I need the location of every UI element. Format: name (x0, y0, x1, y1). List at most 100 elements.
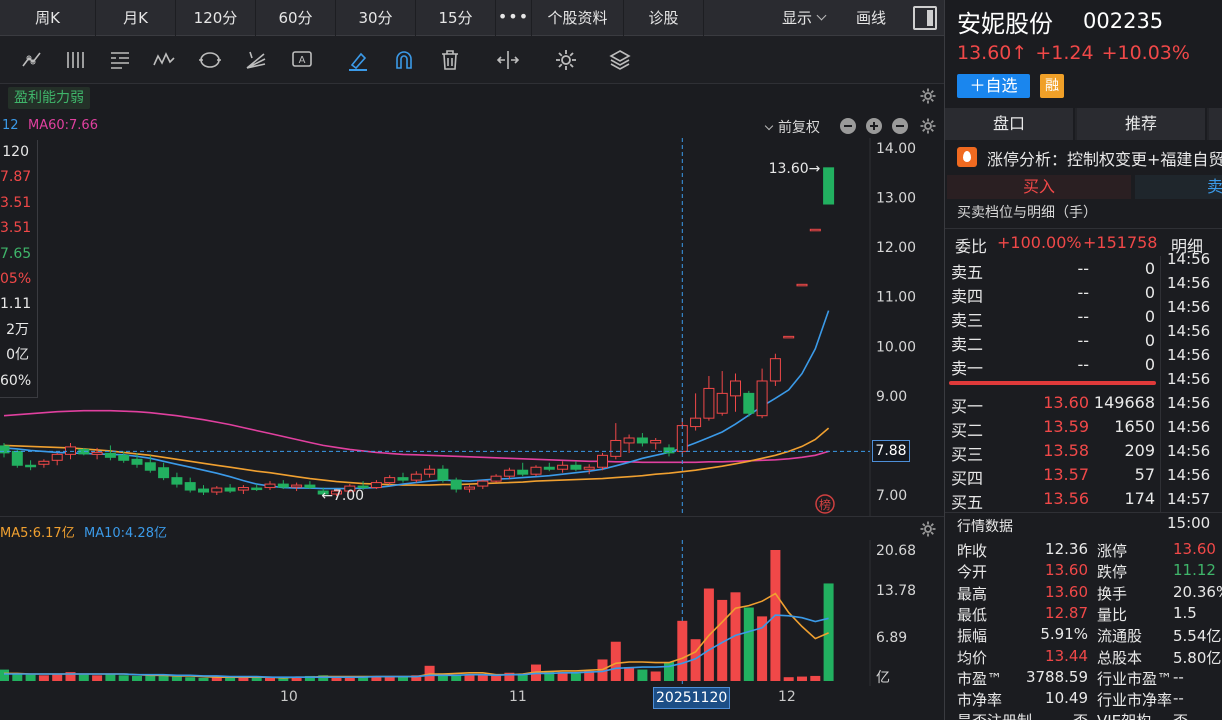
bid-row[interactable]: 买一 13.60 149668 (945, 391, 1160, 416)
period-tab-4[interactable]: 30分 (336, 0, 416, 36)
wave-line-icon[interactable] (152, 48, 176, 72)
highlighter-icon[interactable] (346, 48, 370, 72)
main-chart-settings-icon[interactable] (919, 117, 937, 135)
panel-toggle-icon[interactable] (913, 6, 937, 30)
tick-time: 14:56 (1167, 466, 1211, 484)
tab-recommend[interactable]: 推荐 (1077, 108, 1207, 140)
layers-icon[interactable] (608, 48, 632, 72)
volume-bar (610, 641, 621, 681)
candle-body (703, 387, 715, 419)
fit-width-icon[interactable] (496, 48, 520, 72)
volume-legend-row: MA5:6.17亿 MA10:4.28亿 (0, 516, 944, 541)
ask-price: -- (1077, 355, 1089, 374)
tick-time: 14:56 (1167, 274, 1211, 292)
candlestick-chart[interactable]: 14.00 13.00 12.00 11.00 10.00 9.00 7.00 13.60→ ←… (0, 138, 944, 516)
limit-up-analysis[interactable]: 涨停分析：控制权变更+福建自贸区 (945, 142, 1222, 172)
period-tab-1[interactable]: 月K (96, 0, 176, 36)
period-tab-5[interactable]: 15分 (416, 0, 496, 36)
ask-row[interactable]: 卖五 -- 0 (945, 257, 1160, 282)
zoom-in-icon[interactable] (866, 118, 882, 134)
text-note-icon[interactable] (108, 48, 132, 72)
display-menu[interactable]: 显示 (782, 0, 827, 36)
adjust-mode-select[interactable]: 前复权 (764, 117, 820, 137)
collapse-icon[interactable] (892, 118, 908, 134)
tab-orderbook[interactable]: 盘口 (945, 108, 1075, 140)
bid-row[interactable]: 买四 13.57 57 (945, 463, 1160, 488)
ask-row[interactable]: 卖三 -- 0 (945, 305, 1160, 330)
market-value: 11.12 (1173, 561, 1216, 580)
bid-price: 13.59 (1043, 417, 1089, 436)
tick-time: 14:56 (1167, 442, 1211, 460)
bid-row[interactable]: 买五 13.56 174 (945, 487, 1160, 512)
ask-vol: 0 (1144, 283, 1155, 302)
candle-body (437, 468, 449, 481)
svg-text:A: A (299, 55, 306, 66)
info-value: 3.51 (0, 194, 32, 211)
market-label: 总股本 (1097, 648, 1143, 667)
stock-code: 002235 (1083, 9, 1164, 33)
candle-body (118, 454, 130, 461)
display-label: 显示 (782, 9, 813, 27)
ask-label: 卖一 (951, 359, 984, 378)
bid-row[interactable]: 买三 13.58 209 (945, 439, 1160, 464)
cycle-icon[interactable] (198, 48, 222, 72)
volume-background (0, 540, 944, 686)
fibonacci-fan-icon[interactable] (244, 48, 268, 72)
candle-body (756, 380, 768, 417)
trash-icon[interactable] (438, 48, 462, 72)
bid-row[interactable]: 买二 13.59 1650 (945, 415, 1160, 440)
market-label: 量比 (1097, 605, 1128, 624)
candle-body (51, 453, 63, 461)
parallel-lines-icon[interactable] (64, 48, 88, 72)
period-tab-2[interactable]: 120分 (176, 0, 256, 36)
chart-settings-icon[interactable] (919, 87, 937, 105)
tab-more[interactable] (1209, 108, 1222, 140)
margin-trading-badge: 融 (1040, 74, 1064, 98)
period-tab-0[interactable]: 周K (0, 0, 96, 36)
limit-up-analysis-text: 涨停分析：控制权变更+福建自贸区 (987, 150, 1222, 169)
volume-bar (664, 661, 674, 681)
candle-body (291, 484, 303, 488)
volume-bar (437, 673, 448, 681)
ask-row[interactable]: 卖一 -- 0 (945, 353, 1160, 378)
market-value: 12.87 (1045, 603, 1088, 622)
volume-settings-icon[interactable] (919, 520, 937, 538)
candle-body (663, 447, 675, 454)
stock-name: 安妮股份 (957, 10, 1053, 38)
candle-body (224, 487, 236, 492)
volume-bar (331, 676, 342, 681)
market-value: 5.80亿 (1173, 648, 1222, 667)
volume-chart[interactable]: 20.68 13.78 6.89 亿 (0, 540, 944, 686)
period-tab-3[interactable]: 60分 (256, 0, 336, 36)
volume-bar (584, 670, 595, 681)
zoom-out-icon[interactable] (840, 118, 856, 134)
annotation-text-icon[interactable]: A (290, 48, 314, 72)
period-tab-6[interactable]: 个股资料 (532, 0, 624, 36)
candle-body (171, 477, 183, 485)
trend-line-icon[interactable] (20, 48, 44, 72)
market-data-title: 行情数据 (957, 519, 1013, 535)
status-badge: 盈利能力弱 (8, 87, 90, 109)
draw-line-button[interactable]: 画线 (856, 9, 887, 27)
ask-row[interactable]: 卖四 -- 0 (945, 281, 1160, 306)
more-periods-button[interactable]: ••• (496, 0, 532, 36)
market-label: 最低 (957, 605, 988, 624)
market-label: 流通股 (1097, 627, 1143, 646)
volume-bar (544, 670, 555, 681)
date-axis: 20251120 10 11 12 (0, 686, 944, 720)
drawing-toolbar: A (0, 36, 944, 84)
ask-row[interactable]: 卖二 -- 0 (945, 329, 1160, 354)
candle-body (211, 487, 223, 493)
tick-detail-label[interactable]: 明细 (1171, 237, 1204, 256)
magnet-icon[interactable] (392, 48, 416, 72)
info-value: 1.11 (0, 296, 32, 313)
candle-body (517, 469, 529, 475)
add-watchlist-button[interactable]: ＋自选 (957, 74, 1030, 98)
sell-button[interactable]: 卖出 (1135, 175, 1222, 199)
buy-button[interactable]: 买入 (947, 175, 1131, 199)
gear-icon[interactable] (554, 48, 578, 72)
market-value: 3788.59 (1025, 667, 1088, 686)
candle-body (450, 479, 462, 490)
period-tab-7[interactable]: 诊股 (624, 0, 704, 36)
candle-body (317, 490, 329, 495)
